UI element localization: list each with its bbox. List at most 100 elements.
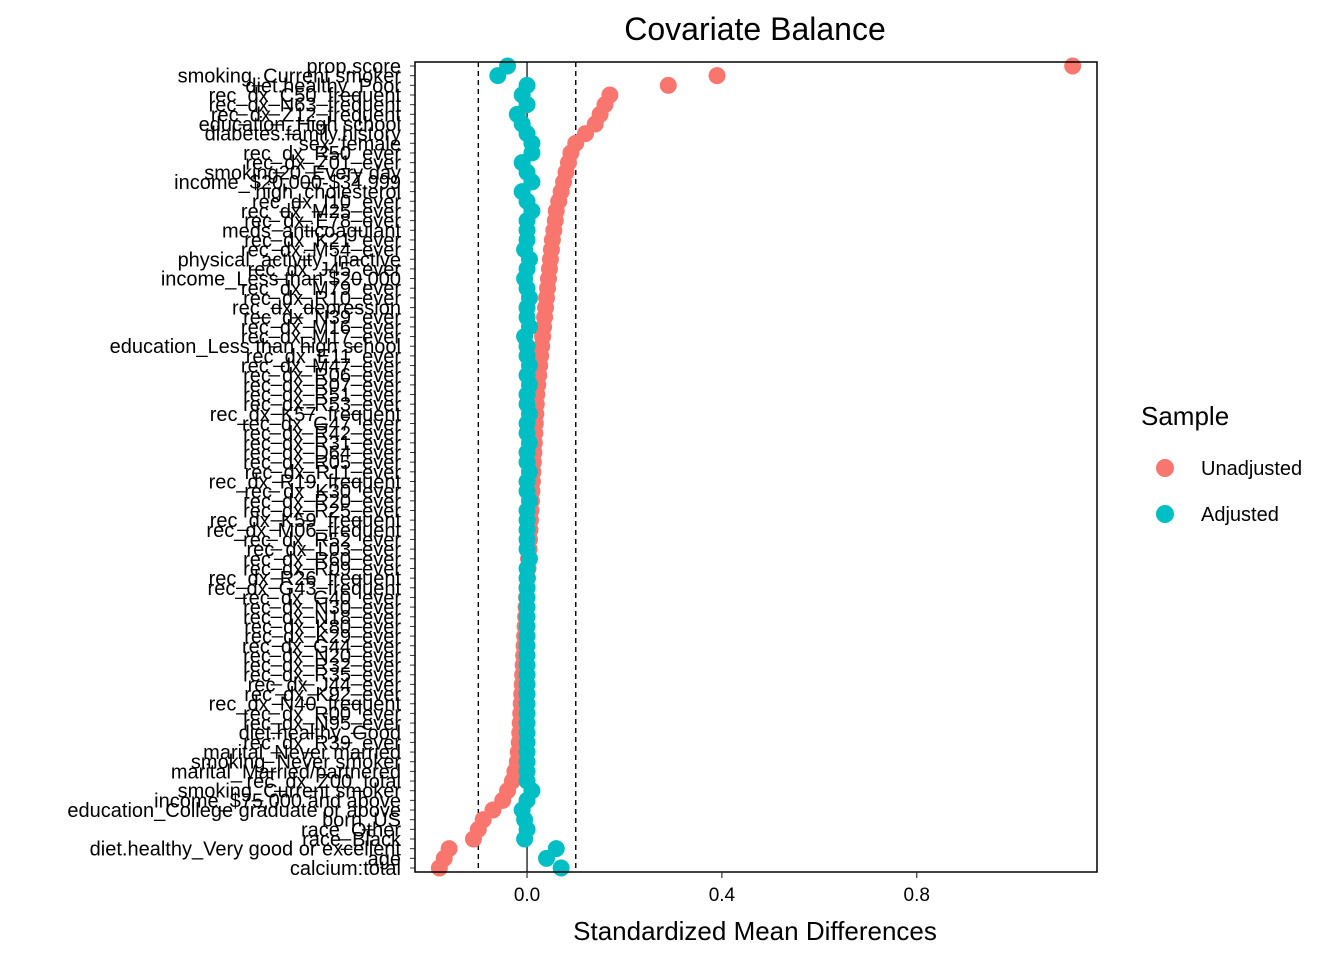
covariate-label: rec_dx_M54_ever (241, 240, 401, 262)
legend-label: Adjusted (1201, 504, 1279, 526)
covariate-label: rec_dx_Z00_total (246, 771, 401, 793)
covariate-label: rec_dx_G40_ever (242, 587, 401, 609)
covariate-label: rec_dx_depression (232, 298, 401, 320)
adjusted-point (552, 859, 570, 877)
covariate-label: rec_dx_N40_frequent (209, 694, 402, 716)
covariate-label: age (368, 848, 401, 870)
covariate-label: rec_dx_D64_ever (243, 443, 401, 465)
unadjusted-point (430, 859, 448, 877)
covariate-label: rec_dx_R52_ever (243, 529, 401, 551)
covariate-label: rec_dx_N20_ever (243, 645, 401, 667)
covariate-label: rec_dx_R35_ever (243, 665, 401, 687)
covariate-label: rec_dx_R00_ever (243, 703, 401, 725)
covariate-label: smoking_Current smoker (178, 66, 402, 88)
covariate-label: rec_dx_R50_ever (243, 143, 401, 165)
covariate-label: rec_dx_R11_ever (245, 462, 402, 484)
covariate-label: rec_dx_R39_ever (243, 732, 401, 754)
covariate-label: rec_dx_K29_ever (244, 626, 401, 648)
plot-panel (414, 61, 1098, 873)
covariate-label: rec_dx_R10_ever (243, 288, 401, 310)
covariate-label: rec_dx_M17_ever (241, 327, 401, 349)
covariate-label: rec_dx_J44_ever (248, 674, 402, 696)
covariate-label: rec_dx_R53_ever (243, 394, 401, 416)
covariate-label: rec_dx_N18_ever (243, 607, 401, 629)
covariate-label: race_Other (301, 819, 401, 841)
covariate-label: rec_dx_K21_ever (244, 230, 401, 252)
covariate-label: rec_dx_R31_ever (243, 433, 401, 455)
covariate-label: rec_dx_N63_frequent (209, 95, 402, 117)
legend: Sample Unadjusted Adjusted (1141, 401, 1302, 526)
covariate-label: income_$75,000 and above (154, 790, 401, 812)
x-axis: 0.0 0.4 0.8 (514, 872, 930, 906)
covariate-label: rec_dx_R06_ever (243, 365, 401, 387)
covariate-label: rec_dx_R25_ever (243, 500, 401, 522)
x-tick-label: 0.0 (514, 885, 540, 906)
covariate-label: income_$20,000-$34,999 (174, 172, 401, 194)
legend-swatch (1156, 459, 1174, 477)
covariate-label: rec_dx_E78_ever (244, 211, 401, 233)
covariate-label: rec_dx_R05_ever (243, 452, 401, 474)
covariate-label: rec_dx_R60_ever (243, 549, 401, 571)
legend-title: Sample (1141, 401, 1229, 431)
covariate-label: smoking20_Every day (204, 162, 401, 184)
covariate-label: rec_dx_E11_ever (246, 346, 402, 368)
unadjusted-point (659, 76, 677, 94)
chart-title: Covariate Balance (624, 11, 885, 47)
covariate-label: meds_anticoagulant (222, 220, 401, 242)
adjusted-point (516, 830, 534, 848)
covariate-label: marital_Married/partnered (171, 761, 401, 783)
covariate-label: diabetes.family.history (205, 124, 401, 146)
x-tick-label: 0.4 (709, 885, 736, 906)
covariate-label: rec_dx_K80_ever (244, 616, 401, 638)
adjusted-point (489, 67, 507, 85)
covariate-label: rec_dx_K92_ever (244, 684, 401, 706)
covariate-label: marital_Never married (203, 742, 401, 764)
data-points (430, 57, 1082, 877)
covariate-label: rec_dx_N30_ever (243, 597, 401, 619)
covariate-label: rec_dx_G44_ever (242, 636, 401, 658)
covariate-label: race_Black (302, 829, 402, 851)
covariate-label: rec_dx_R26_frequent (209, 568, 402, 590)
covariate-label: rec_dx_M16_ever (241, 317, 401, 339)
covariate-label: diet.healthy_Poor (245, 75, 401, 97)
covariate-label: rec_dx_R19_frequent (209, 471, 402, 493)
covariate-label: rec_dx_G43_frequent (208, 578, 402, 600)
covariate-label: rec_dx_C50_frequent (209, 85, 402, 107)
covariate-label: rec_dx_L03_ever (246, 539, 401, 561)
covariate-label: rec_dx_R20_ever (243, 491, 401, 513)
covariate-label: rec_dx_R51_ever (243, 385, 401, 407)
covariate-label: rec_dx_R09_ever (243, 558, 401, 580)
covariate-label: rec_dx_N39_ever (243, 307, 401, 329)
covariate-label: rec_dx_Z01_ever (245, 153, 401, 175)
covariate-label: smoking_Current smoker (178, 781, 402, 803)
covariate-label: rec_dx_K59_frequent (210, 510, 402, 532)
covariate-label: rec_dx_R32_ever (243, 655, 401, 677)
covariate-label: rec_dx_M06_frequent (206, 520, 401, 542)
covariate-label: prop.score (307, 56, 402, 78)
covariate-label: rec_dx_J45_ever (248, 259, 402, 281)
covariate-label: born_US (322, 810, 401, 832)
x-tick-label: 0.8 (904, 885, 930, 906)
covariate-label: physical_activity_inactive (178, 249, 401, 271)
covariate-label: diet.healthy_Very good or excellent (90, 839, 402, 861)
legend-swatch (1156, 505, 1174, 523)
covariate-label: rec_dx_M79_ever (241, 278, 401, 300)
unadjusted-point (1064, 57, 1082, 75)
covariate-label: income_Less than $20,000 (161, 269, 401, 291)
covariate-label: rec_dx_M47_ever (241, 356, 401, 378)
covariate-label: rec_dx_Z12_frequent (211, 104, 402, 126)
covariate-label: rec_dx_M25_ever (241, 201, 401, 223)
covariate-label: calcium:total (290, 858, 401, 880)
covariate-label: diet.healthy_Good (239, 723, 401, 745)
covariate-label: rec_dx_N95_ever (243, 713, 401, 735)
adjusted-point (538, 849, 556, 867)
covariate-label: rec_dx_R42_ever (243, 423, 401, 445)
covariate-label: sex_female (299, 133, 401, 155)
covariate-label: education_College graduate or above (67, 800, 401, 822)
unadjusted-point (464, 830, 482, 848)
legend-label: Unadjusted (1201, 458, 1302, 480)
covariate-label: rec_dx_I10_ever (252, 191, 401, 213)
covariate-label: rec_dx_K30_ever (244, 481, 401, 503)
